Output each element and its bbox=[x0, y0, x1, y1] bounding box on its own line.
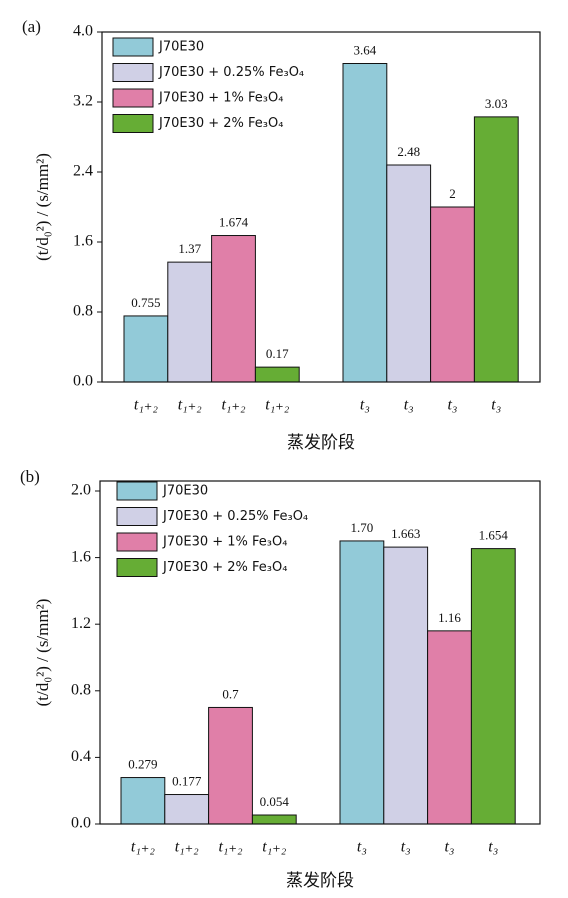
x-tick-label: t₃ bbox=[360, 397, 370, 414]
value-label: 1.654 bbox=[479, 528, 509, 543]
x-tick-label: t₁₊₂ bbox=[131, 839, 155, 856]
x-tick-label: t₁₊₂ bbox=[178, 397, 202, 414]
x-tick-label: t₁₊₂ bbox=[265, 397, 289, 414]
value-label: 1.674 bbox=[219, 215, 249, 230]
value-label: 1.16 bbox=[438, 610, 461, 625]
value-label: 0.177 bbox=[172, 774, 202, 789]
value-label: 1.70 bbox=[351, 520, 374, 535]
x-tick-label: t₁₊₂ bbox=[262, 839, 286, 856]
bar bbox=[167, 261, 213, 383]
bar bbox=[164, 794, 210, 825]
legend-swatch bbox=[116, 481, 158, 501]
value-label: 1.37 bbox=[178, 241, 201, 256]
x-tick-label: t₃ bbox=[444, 839, 454, 856]
y-tick-label: 3.2 bbox=[73, 93, 93, 110]
x-tick-label: t₃ bbox=[491, 397, 501, 414]
y-tick-label: 0.8 bbox=[73, 303, 93, 320]
value-label: 0.7 bbox=[222, 686, 239, 701]
bar bbox=[123, 315, 169, 383]
plot-frame bbox=[101, 31, 541, 383]
panel-label: (b) bbox=[20, 467, 40, 486]
y-tick-label: 0.8 bbox=[71, 681, 91, 698]
y-tick-label: 2.4 bbox=[73, 163, 93, 180]
y-tick-label: 0.0 bbox=[73, 373, 93, 390]
y-tick-label: 1.2 bbox=[71, 615, 91, 632]
bar bbox=[473, 116, 519, 383]
legend-swatch bbox=[116, 507, 158, 526]
legend-swatch bbox=[112, 63, 154, 82]
bar bbox=[383, 546, 429, 825]
x-tick-label: t₁₊₂ bbox=[221, 397, 245, 414]
x-tick-label: t₃ bbox=[447, 397, 457, 414]
bar bbox=[342, 63, 388, 383]
legend-label: J70E30 + 2% Fe₃O₄ bbox=[158, 116, 283, 131]
legend-label: J70E30 + 1% Fe₃O₄ bbox=[158, 91, 283, 106]
x-tick-label: t₃ bbox=[357, 839, 367, 856]
plot-frame bbox=[99, 480, 541, 825]
x-axis-title: 蒸发阶段 bbox=[287, 433, 355, 452]
value-label: 3.64 bbox=[354, 42, 377, 57]
value-label: 0.279 bbox=[128, 757, 157, 772]
legend-label: J70E30 + 2% Fe₃O₄ bbox=[162, 560, 287, 575]
bar bbox=[251, 814, 297, 825]
value-label: 1.663 bbox=[391, 526, 420, 541]
legend-swatch bbox=[116, 532, 158, 552]
y-tick-label: 4.0 bbox=[73, 23, 93, 40]
legend-label: J70E30 bbox=[158, 40, 204, 55]
x-tick-label: t₁₊₂ bbox=[134, 397, 158, 414]
legend-label: J70E30 bbox=[162, 484, 208, 499]
bar bbox=[430, 206, 475, 383]
legend-label: J70E30 + 0.25% Fe₃O₄ bbox=[162, 509, 308, 524]
bar bbox=[208, 706, 253, 825]
x-tick-label: t₁₊₂ bbox=[218, 839, 242, 856]
y-axis-title: (t/d₀²) / (s/mm²) bbox=[33, 153, 52, 261]
x-tick-label: t₃ bbox=[404, 397, 414, 414]
value-label: 2 bbox=[449, 186, 456, 201]
x-axis-title: 蒸发阶段 bbox=[286, 871, 354, 890]
bar bbox=[427, 630, 472, 825]
legend-swatch bbox=[112, 88, 154, 108]
y-tick-label: 1.6 bbox=[73, 233, 93, 250]
bar bbox=[386, 164, 432, 383]
value-label: 2.48 bbox=[397, 144, 420, 159]
bar bbox=[120, 777, 166, 825]
legend-label: J70E30 + 0.25% Fe₃O₄ bbox=[158, 65, 304, 80]
value-label: 0.755 bbox=[131, 295, 160, 310]
y-tick-label: 0.4 bbox=[71, 748, 91, 765]
legend-swatch bbox=[112, 37, 154, 57]
x-tick-label: t₃ bbox=[488, 839, 498, 856]
y-axis-title: (t/d₀²) / (s/mm²) bbox=[33, 599, 52, 707]
legend-label: J70E30 + 1% Fe₃O₄ bbox=[162, 535, 287, 550]
y-tick-label: 2.0 bbox=[71, 482, 91, 499]
bar bbox=[254, 366, 300, 383]
value-label: 0.054 bbox=[260, 794, 290, 809]
x-tick-label: t₃ bbox=[401, 839, 411, 856]
value-label: 0.17 bbox=[266, 346, 289, 361]
bar bbox=[339, 540, 385, 825]
y-tick-label: 1.6 bbox=[71, 548, 91, 565]
value-label: 3.03 bbox=[485, 96, 508, 111]
bar bbox=[211, 235, 256, 383]
y-tick-label: 0.0 bbox=[71, 815, 91, 832]
legend-swatch bbox=[112, 114, 154, 133]
bar bbox=[470, 548, 516, 825]
panel-label: (a) bbox=[22, 17, 41, 36]
legend-swatch bbox=[116, 558, 158, 577]
x-tick-label: t₁₊₂ bbox=[175, 839, 199, 856]
